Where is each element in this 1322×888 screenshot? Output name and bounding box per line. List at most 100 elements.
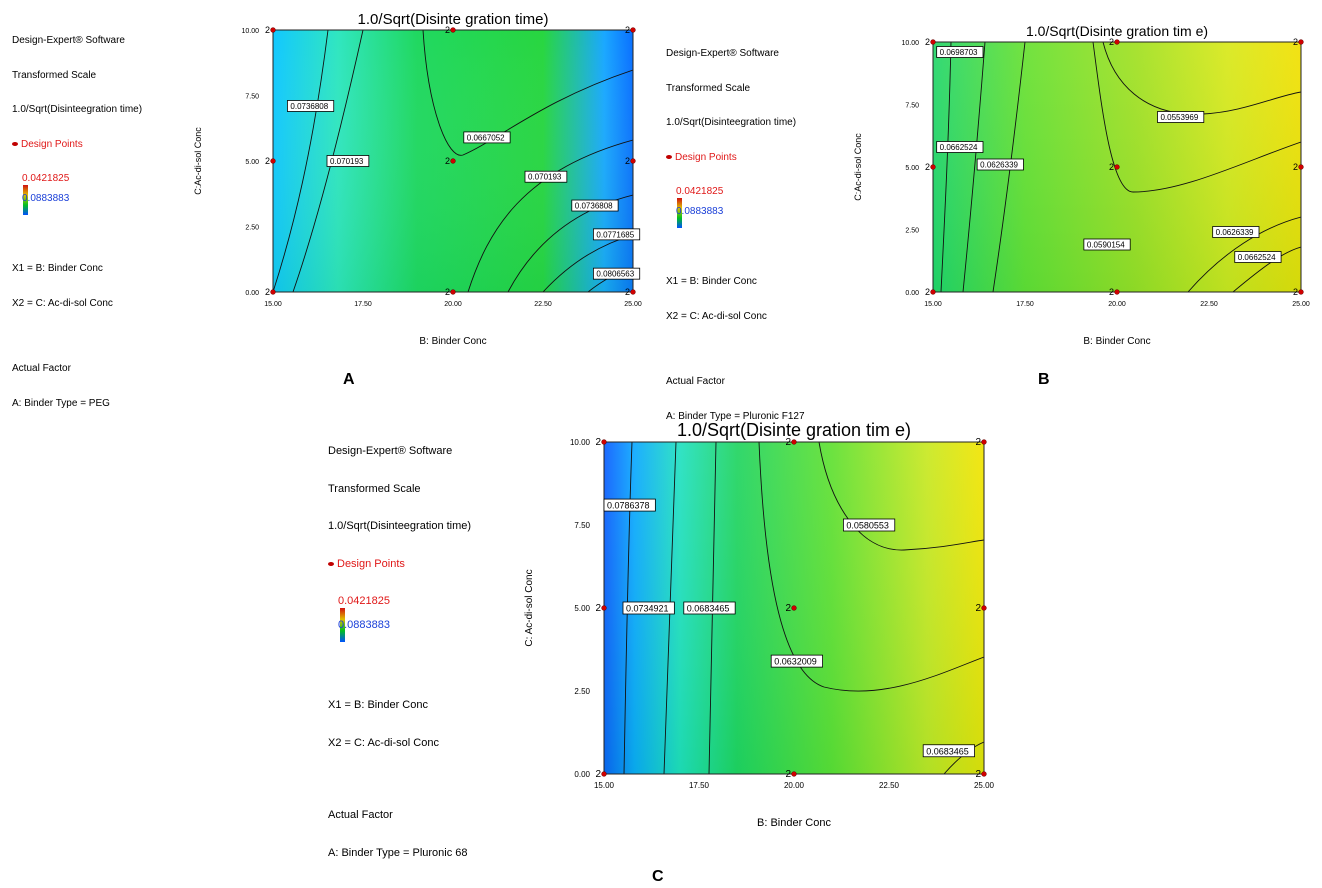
design-points-label: Design Points	[675, 151, 737, 163]
svg-text:0.0667052: 0.0667052	[467, 133, 505, 142]
svg-text:2: 2	[1293, 162, 1298, 172]
svg-text:2: 2	[785, 769, 791, 780]
actual-factor-label: Actual Factor	[12, 363, 71, 374]
chart-title: 1.0/Sqrt(Disinte gration tim e)	[677, 420, 911, 440]
contour-value-label: 0.0806563	[592, 267, 641, 280]
svg-text:0.0553969: 0.0553969	[1160, 113, 1198, 122]
y-tick-label: 5.00	[574, 604, 590, 613]
binder-type-label: A: Binder Type = Pluronic F127	[666, 410, 805, 422]
contour-line	[992, 42, 1026, 292]
svg-text:2: 2	[785, 437, 791, 448]
design-point: 2	[785, 603, 797, 614]
contour-value-label: 0.0632009	[770, 654, 823, 668]
x-tick-label: 25.00	[974, 781, 995, 790]
x-tick-label: 22.50	[1200, 301, 1218, 308]
design-point-icon	[666, 154, 672, 159]
legend-low: 0.0883883	[338, 619, 390, 631]
design-point: 2	[975, 603, 987, 614]
design-point: 2	[625, 25, 636, 35]
binder-type-label: A: Binder Type = Pluronic 68	[328, 846, 468, 859]
scale-label: Transformed Scale	[328, 482, 421, 495]
info-panel-c: Design-Expert® Software Transformed Scal…	[328, 420, 471, 872]
design-point: 2	[445, 156, 456, 166]
info-panel-b: Design-Expert® Software Transformed Scal…	[666, 25, 805, 434]
response-name: 1.0/Sqrt(Disinteegration time)	[12, 104, 143, 115]
panel-letter-a: A	[343, 371, 355, 388]
svg-text:2: 2	[925, 287, 930, 297]
svg-text:2: 2	[445, 287, 450, 297]
design-point: 2	[925, 37, 936, 47]
x-tick-label: 17.50	[354, 301, 372, 308]
y-tick-label: 5.00	[905, 165, 919, 172]
y-axis-label: C: Ac-di-sol Conc	[524, 569, 535, 646]
design-point: 2	[445, 287, 456, 297]
svg-text:2: 2	[265, 156, 270, 166]
y-tick-label: 7.50	[245, 94, 259, 101]
svg-text:0.0734921: 0.0734921	[626, 604, 669, 614]
contour-value-label: 0.0662524	[1234, 251, 1282, 263]
svg-text:2: 2	[925, 162, 930, 172]
contour-value-label: 0.0736808	[287, 100, 335, 112]
design-point-icon	[12, 141, 18, 146]
svg-text:0.0626339: 0.0626339	[1216, 228, 1254, 237]
contour-svg: 1.0/Sqrt(Disinte gration tim e) 15.00 17.5…	[853, 23, 1310, 347]
x-tick-label: 15.00	[924, 301, 942, 308]
y-axis-label: C:Ac-di-sol Conc	[193, 127, 203, 195]
contour-value-label: 0.0667052	[463, 131, 511, 144]
y-tick-label: 10.00	[901, 40, 919, 47]
contour-line	[273, 30, 329, 292]
svg-text:2: 2	[625, 25, 630, 35]
y-tick-label: 0.00	[905, 290, 919, 297]
contour-line	[962, 42, 986, 292]
response-name: 1.0/Sqrt(Disinteegration time)	[328, 520, 472, 532]
x1-label: X1 = B: Binder Conc	[666, 276, 757, 287]
svg-text:2: 2	[445, 156, 450, 166]
svg-text:0.0786378: 0.0786378	[607, 501, 650, 511]
svg-text:2: 2	[975, 603, 981, 614]
x-tick-label: 25.00	[1292, 301, 1310, 308]
svg-text:2: 2	[785, 603, 791, 614]
legend-low: 0.0883883	[676, 206, 724, 217]
x-tick-label: 22.50	[534, 301, 552, 308]
chart-title: 1.0/Sqrt(Disinte gration time)	[358, 11, 549, 28]
response-name: 1.0/Sqrt(Disinteegration time)	[666, 117, 797, 128]
chart-title: 1.0/Sqrt(Disinte gration tim e)	[1026, 23, 1208, 39]
y-axis-label: C:Ac-di-sol Conc	[853, 133, 863, 201]
design-point: 2	[1293, 162, 1304, 172]
contour-value-label: 0.0698703	[936, 46, 984, 58]
contour-value-label: 0.0662524	[936, 141, 984, 153]
design-point: 2	[1109, 37, 1120, 47]
svg-text:0.070193: 0.070193	[330, 157, 364, 166]
contour-svg: 1.0/Sqrt(Disinte gration tim e) 15.00 17.5…	[524, 420, 995, 829]
y-tick-label: 0.00	[245, 290, 259, 297]
design-point: 2	[975, 437, 987, 448]
y-tick-label: 2.50	[905, 228, 919, 235]
y-tick-label: 2.50	[574, 687, 590, 696]
contour-plot-c: 1.0/Sqrt(Disinte gration tim e) 15.00 17.5…	[518, 412, 1008, 852]
svg-text:0.0736808: 0.0736808	[575, 202, 613, 211]
svg-text:2: 2	[1293, 37, 1298, 47]
legend-high: 0.0421825	[676, 186, 724, 197]
x-tick-label: 15.00	[264, 301, 282, 308]
x1-label: X1 = B: Binder Conc	[12, 263, 103, 274]
y-tick-label: 2.50	[245, 225, 259, 232]
svg-text:2: 2	[1109, 287, 1114, 297]
design-point-icon	[328, 561, 334, 566]
design-point: 2	[625, 287, 636, 297]
panel-letter-b: B	[1038, 371, 1050, 388]
x1-label: X1 = B: Binder Conc	[328, 699, 428, 711]
design-point: 2	[445, 25, 456, 35]
actual-factor-label: Actual Factor	[328, 809, 393, 821]
svg-text:0.0771685: 0.0771685	[596, 230, 634, 239]
x-tick-label: 20.00	[1108, 301, 1126, 308]
x-axis-label: B: Binder Conc	[757, 817, 831, 829]
svg-text:2: 2	[975, 769, 981, 780]
svg-text:2: 2	[975, 437, 981, 448]
svg-text:2: 2	[595, 603, 601, 614]
contour-value-label: 0.0734921	[622, 601, 675, 615]
color-scale-swatch	[677, 197, 683, 228]
y-tick-label: 10.00	[570, 438, 591, 447]
design-point: 2	[595, 769, 607, 780]
contour-value-label: 0.0580553	[842, 518, 896, 532]
x2-label: X2 = C: Ac-di-sol Conc	[12, 297, 113, 309]
